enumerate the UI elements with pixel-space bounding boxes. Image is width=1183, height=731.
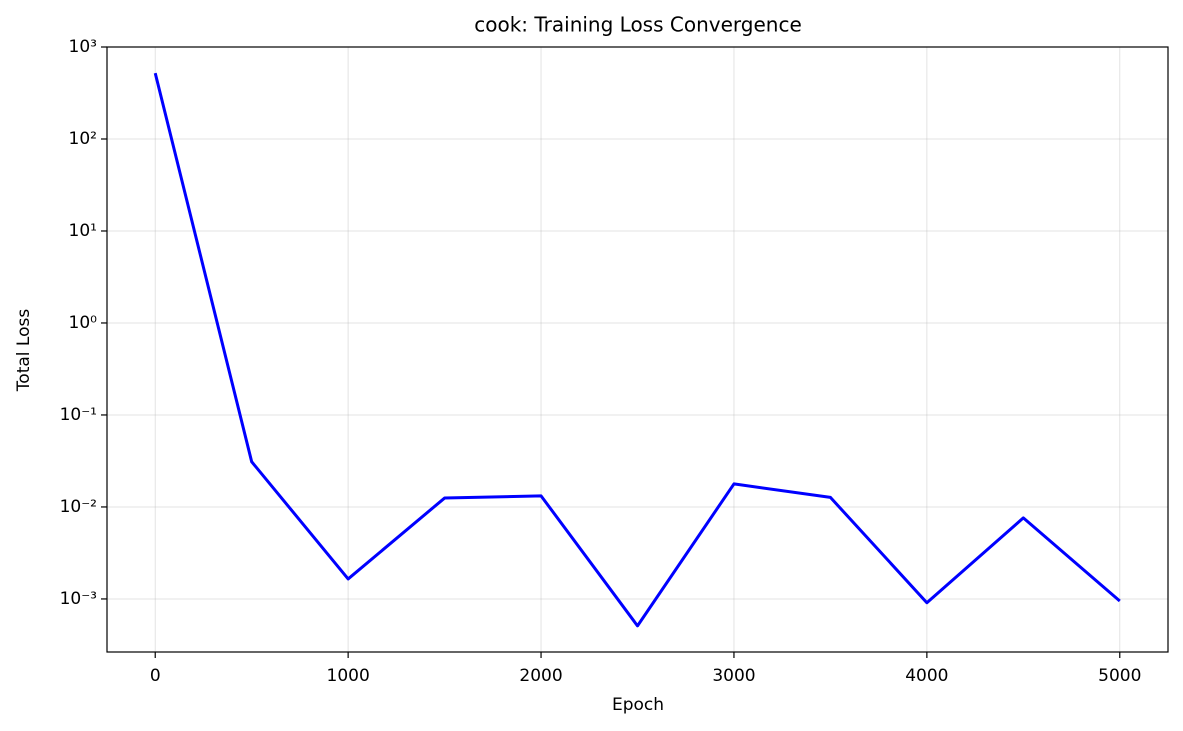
y-tick-label: 10² [69,129,97,149]
y-tick-label: 10⁻² [60,497,97,517]
plot-frame [106,46,1169,653]
x-tick-label: 2000 [519,666,562,686]
x-tick-label: 0 [150,666,161,686]
x-tick-label: 4000 [905,666,948,686]
y-tick-label: 10⁰ [69,313,98,333]
y-axis-label: Total Loss [14,309,34,393]
x-axis-label: Epoch [612,695,664,715]
line-series [153,72,1121,628]
y-tick-label: 10⁻³ [60,589,97,609]
y-tick-label: 10¹ [69,221,97,241]
x-tick-label: 5000 [1098,666,1141,686]
y-tick-label: 10⁻¹ [60,405,97,425]
chart-title: cook: Training Loss Convergence [474,13,802,37]
x-tick-label: 3000 [712,666,755,686]
y-tick-label: 10³ [69,37,97,57]
x-tick-label: 1000 [327,666,370,686]
